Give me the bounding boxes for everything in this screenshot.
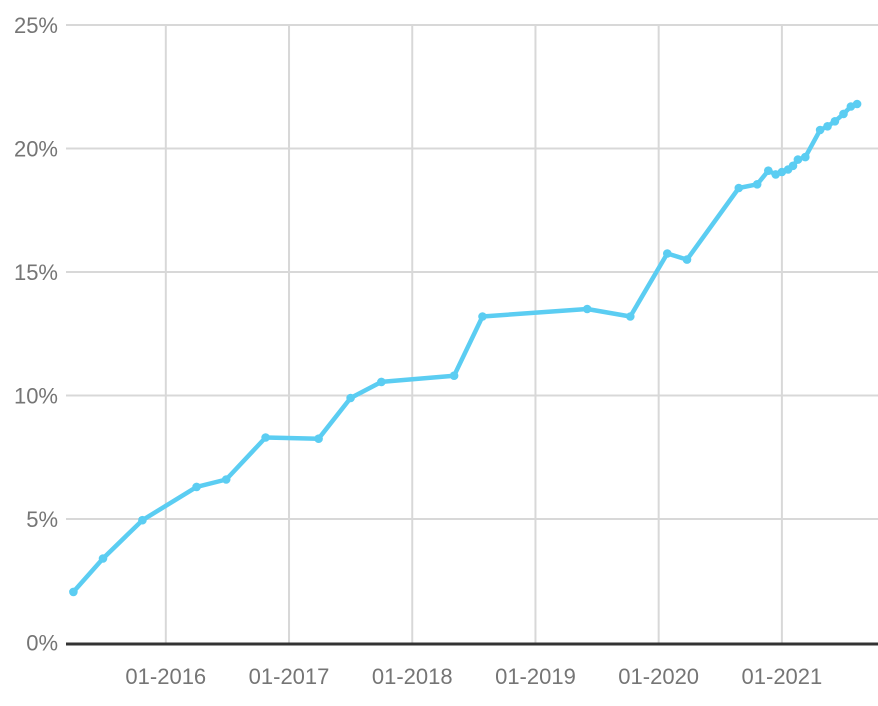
data-point[interactable] [626, 312, 635, 321]
data-point[interactable] [823, 122, 832, 131]
data-point[interactable] [815, 125, 825, 135]
y-axis-tick-labels: 0% 5% 10% 15% 20% 25% [14, 13, 58, 656]
y-tick-label: 20% [14, 137, 58, 162]
data-point[interactable] [346, 393, 355, 403]
data-point[interactable] [478, 312, 487, 321]
data-series [69, 99, 862, 597]
vertical-gridlines [164, 25, 783, 643]
y-tick-label: 10% [14, 384, 58, 409]
data-point[interactable] [682, 255, 692, 264]
y-tick-label: 15% [14, 260, 58, 285]
data-point[interactable] [314, 434, 323, 444]
data-point[interactable] [830, 117, 840, 126]
data-point[interactable] [582, 304, 592, 314]
data-point[interactable] [663, 249, 672, 258]
data-point[interactable] [764, 166, 773, 175]
x-tick-label: 01-2017 [249, 664, 330, 689]
data-point[interactable] [752, 180, 762, 189]
data-point[interactable] [377, 377, 386, 387]
data-point[interactable] [734, 183, 744, 193]
data-point[interactable] [138, 515, 147, 525]
data-point[interactable] [192, 482, 201, 492]
y-tick-label: 5% [26, 507, 58, 532]
x-tick-label: 01-2020 [618, 664, 699, 689]
data-point[interactable] [788, 161, 798, 171]
horizontal-gridlines [66, 24, 878, 520]
x-tick-label: 01-2019 [495, 664, 576, 689]
data-point[interactable] [801, 152, 810, 162]
y-tick-label: 25% [14, 13, 58, 38]
x-tick-label: 01-2021 [742, 664, 823, 689]
x-tick-label: 01-2016 [125, 664, 206, 689]
x-tick-label: 01-2018 [372, 664, 453, 689]
data-point[interactable] [98, 554, 108, 563]
x-axis-tick-labels: 01-2016 01-2017 01-2018 01-2019 01-2020 01-20… [125, 664, 822, 689]
y-tick-label: 0% [26, 631, 58, 656]
data-point[interactable] [852, 99, 862, 109]
data-point[interactable] [839, 109, 848, 119]
data-point[interactable] [69, 587, 78, 597]
data-point[interactable] [793, 155, 803, 164]
data-point[interactable] [449, 371, 459, 381]
data-point[interactable] [261, 433, 270, 442]
data-point[interactable] [221, 475, 231, 484]
